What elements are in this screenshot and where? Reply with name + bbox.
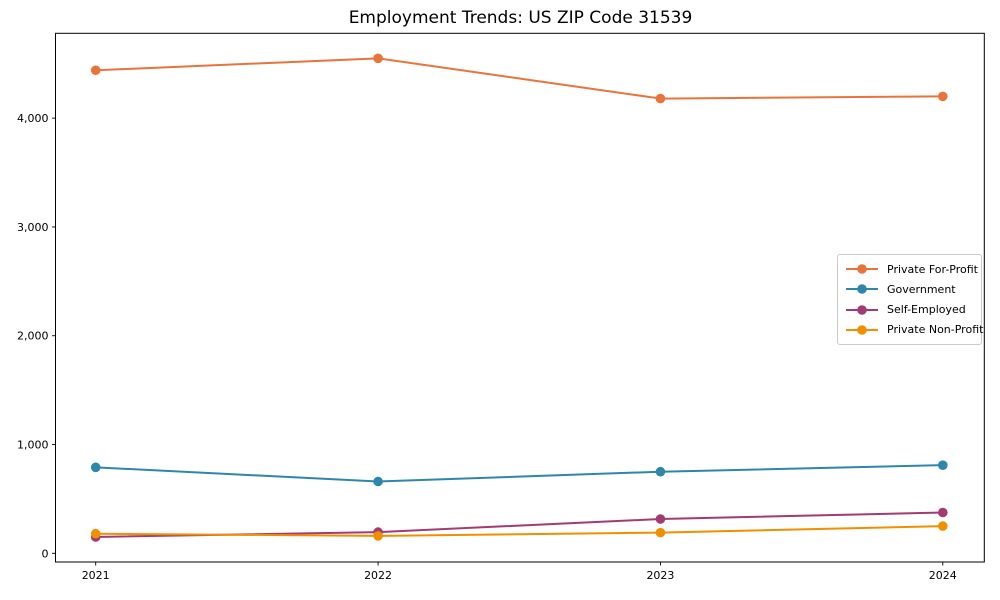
x-axis-tick-label: 2024 bbox=[929, 569, 957, 582]
data-point-private-for-profit-2022 bbox=[373, 53, 383, 64]
legend-marker-icon bbox=[846, 304, 878, 315]
chart-title: Employment Trends: US ZIP Code 31539 bbox=[348, 8, 693, 28]
legend-entry-government: Government bbox=[845, 279, 974, 299]
data-point-private-non-profit-2021 bbox=[90, 528, 101, 539]
legend-label: Government bbox=[887, 282, 956, 296]
data-point-government-2021 bbox=[90, 462, 101, 473]
data-point-government-2023 bbox=[655, 466, 666, 477]
plot-border bbox=[55, 32, 985, 563]
legend-label: Self-Employed bbox=[887, 303, 966, 317]
data-point-private-for-profit-2023 bbox=[655, 93, 666, 104]
y-axis-tick-label: 4,000 bbox=[17, 112, 49, 125]
series-line-private-non-profit bbox=[94, 525, 944, 537]
y-axis-tick-label: 0 bbox=[42, 547, 49, 560]
data-point-private-non-profit-2022 bbox=[373, 531, 383, 541]
legend-entry-private-non-profit: Private Non-Profit bbox=[845, 320, 983, 340]
data-point-private-for-profit-2024 bbox=[938, 91, 948, 102]
y-axis-tick-label: 2,000 bbox=[17, 330, 49, 343]
data-point-private-non-profit-2023 bbox=[655, 527, 666, 538]
data-point-government-2024 bbox=[938, 460, 948, 470]
x-axis-tick-label: 2021 bbox=[82, 569, 110, 582]
y-axis-tick-label: 3,000 bbox=[17, 221, 49, 234]
series-line-private-for-profit bbox=[94, 57, 944, 100]
x-axis-tick-label: 2023 bbox=[646, 569, 674, 582]
legend-entry-self-employed: Self-Employed bbox=[845, 300, 974, 320]
legend-label: Private For-Profit bbox=[887, 262, 978, 276]
data-point-private-non-profit-2024 bbox=[938, 521, 948, 531]
legend: Private For-Profit Government Self-Employe… bbox=[837, 254, 983, 345]
legend-entry-private-for-profit: Private For-Profit bbox=[845, 259, 978, 279]
legend-marker-icon bbox=[846, 325, 878, 335]
legend-marker-icon bbox=[846, 264, 878, 274]
data-point-self-employed-2023 bbox=[655, 514, 666, 524]
series-line-government bbox=[94, 464, 944, 483]
data-point-private-for-profit-2021 bbox=[90, 65, 101, 76]
y-axis-tick-label: 1,000 bbox=[17, 439, 49, 452]
x-axis-tick-label: 2022 bbox=[364, 569, 392, 582]
legend-label: Private Non-Profit bbox=[887, 323, 984, 337]
data-point-government-2022 bbox=[373, 476, 383, 487]
legend-marker-icon bbox=[846, 284, 878, 295]
data-point-self-employed-2024 bbox=[938, 507, 948, 518]
